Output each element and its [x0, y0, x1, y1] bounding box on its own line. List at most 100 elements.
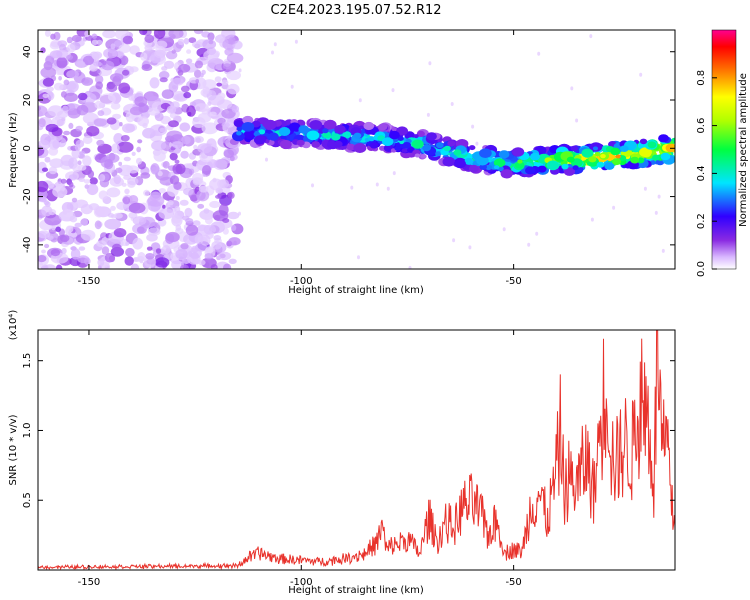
spectrogram-cell — [82, 155, 92, 167]
spectrogram-cell — [581, 148, 594, 158]
spectrogram-cell — [357, 255, 360, 260]
spectrogram-cell — [422, 144, 431, 152]
spectrogram-cell — [38, 139, 51, 150]
spectrogram-cell — [77, 92, 88, 101]
spectrogram-cell — [654, 210, 658, 215]
spectrogram-cell — [333, 140, 343, 148]
spectrogram-cell — [353, 132, 362, 139]
spectrogram-cell — [186, 49, 192, 54]
spectrogram-cell — [215, 194, 222, 199]
spectrogram-cell — [207, 58, 225, 70]
spectrogram-cell — [209, 178, 223, 191]
spectrogram-cell — [226, 52, 244, 64]
spectrogram-cell — [485, 164, 493, 171]
spectrogram-cell — [128, 95, 136, 101]
spectrogram-cell — [227, 83, 240, 95]
spectrogram-cell — [502, 227, 506, 232]
spectrogram-cell — [435, 142, 444, 149]
spectrogram-cell — [91, 52, 101, 60]
spectrogram-cell — [42, 93, 49, 99]
spectrogram-cell — [173, 181, 182, 190]
spectrogram-cell — [91, 33, 98, 39]
spectrogram-cell — [169, 152, 178, 161]
spectrogram-cell — [218, 251, 232, 261]
spectrogram-cell — [168, 30, 184, 39]
spectrogram-cell — [81, 77, 94, 86]
spectrogram-cell — [137, 252, 146, 262]
spectrogram-cell — [464, 157, 474, 165]
spectrogram-cell — [311, 141, 321, 148]
spectrogram-cell — [113, 133, 124, 145]
spectrogram-cell — [228, 237, 241, 246]
spectrogram-cell — [183, 187, 194, 196]
spectrogram-cell — [590, 217, 594, 222]
spectrogram-cell — [141, 64, 153, 71]
spectrogram-cell — [525, 166, 536, 175]
spectrogram-cell — [420, 154, 427, 159]
spectrogram-cell — [125, 241, 130, 246]
spectrogram-cell — [217, 99, 233, 109]
spectrogram-cell — [353, 143, 367, 153]
spectrogram-cell — [110, 102, 121, 110]
spectrogram-cell — [180, 243, 189, 250]
spectrogram-cell — [161, 89, 174, 99]
spectrogram-cell — [132, 216, 147, 226]
spectrogram-cell — [386, 186, 390, 191]
spectrogram-cell — [147, 107, 160, 116]
spectrogram-cell — [202, 165, 212, 175]
spectrogram-cell — [124, 256, 134, 266]
spectrogram-cell — [231, 105, 240, 113]
spectrogram-cell — [75, 125, 83, 132]
spectrogram-cell — [144, 34, 155, 43]
spectrogram-cell — [150, 163, 160, 175]
spectrogram-cell — [66, 70, 79, 79]
spectrogram-cell — [220, 157, 231, 165]
spectrogram-cell — [612, 205, 616, 210]
spectrogram-cell — [369, 142, 379, 149]
y-tick-label: 1.5 — [22, 353, 33, 369]
spectrogram-cell — [104, 252, 115, 263]
spectrogram-cell — [535, 231, 539, 236]
spectrogram-cell — [155, 248, 162, 254]
spectrogram-cell — [44, 30, 51, 37]
snr-x-label: Height of straight line (km) — [288, 585, 424, 596]
spectrogram-cell — [530, 152, 540, 161]
spectrogram-cell — [179, 199, 189, 206]
spectrogram-cell — [207, 101, 212, 106]
spectrogram-cell — [596, 161, 605, 168]
spectrogram-cell — [128, 195, 139, 205]
spectrogram-cell — [194, 69, 202, 78]
spectrogram-cell — [124, 188, 130, 195]
spectrogram-cell — [65, 225, 74, 233]
spectrogram-cell — [102, 60, 107, 66]
spectrogram-cell — [153, 30, 166, 39]
spectrogram-cell — [131, 151, 136, 156]
spectrogram-cell — [46, 86, 54, 92]
spectrogram-cell — [394, 146, 401, 151]
spectrogram-cell — [197, 203, 205, 209]
spectrogram-cell — [201, 257, 217, 269]
spectrogram-cell — [234, 120, 244, 128]
spectrogram-cell — [228, 258, 237, 264]
spectrogram-cell — [74, 143, 81, 152]
spectrogram-cell — [78, 177, 86, 182]
spectrogram-cell — [155, 257, 170, 268]
spectrogram-cell — [216, 82, 222, 87]
spectrogram-cell — [201, 122, 219, 135]
spectrogram-cell — [123, 156, 131, 162]
spectrogram-cell — [93, 61, 102, 67]
colorbar-ticks: 0.0 0.2 0.4 0.6 0.8 — [696, 70, 717, 277]
spectrogram-cell — [66, 36, 73, 44]
spectrogram-cell — [428, 61, 432, 66]
spectrogram-cell — [222, 139, 230, 144]
spectrogram-cell — [268, 132, 279, 141]
spectrogram-cell — [111, 143, 120, 154]
spectrogram-cell — [67, 103, 76, 111]
spectrogram-cell — [51, 225, 56, 231]
spectrogram-cell — [145, 91, 154, 101]
spectrogram-cell — [70, 246, 77, 251]
spectrogram-cell — [452, 238, 456, 243]
spectrogram-cell — [203, 208, 210, 214]
spectrogram-cell — [391, 88, 395, 93]
spectrogram-cell — [566, 156, 575, 163]
